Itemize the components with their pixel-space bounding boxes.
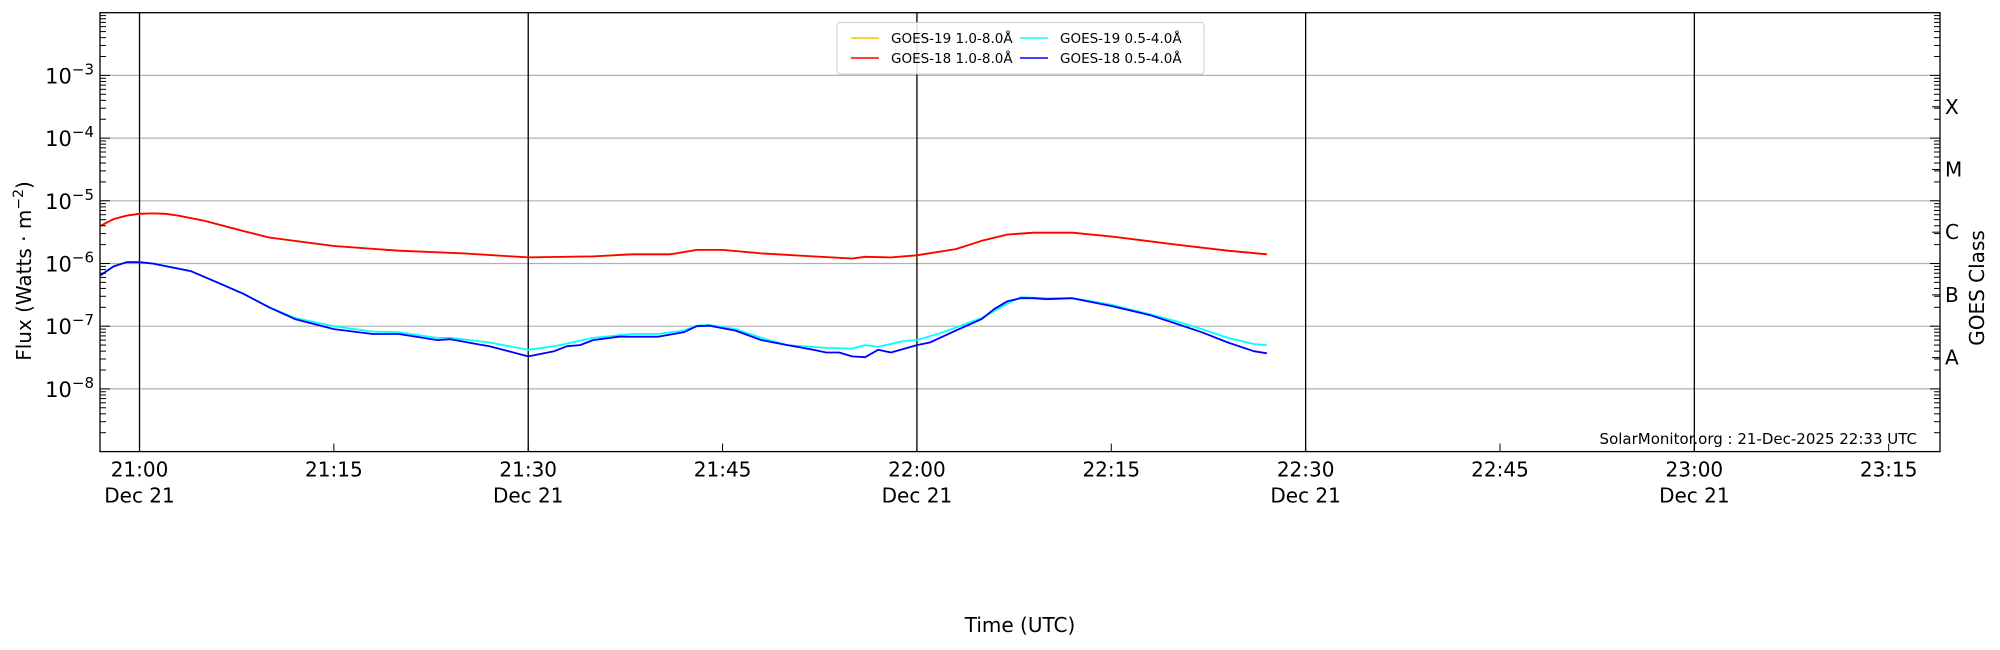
- legend-label: GOES-19 0.5-4.0Å: [1060, 30, 1182, 47]
- y-tick-label: 10−8: [45, 374, 94, 402]
- x-tick-date-label: Dec 21: [1659, 484, 1730, 508]
- x-tick-label: 23:00: [1666, 458, 1724, 482]
- y-axis-label: Flux (Watts · m−2): [11, 181, 36, 361]
- legend-label: GOES-19 1.0-8.0Å: [891, 30, 1013, 47]
- plot-frame: [99, 12, 1941, 453]
- y-tick-label: 10−7: [45, 311, 94, 339]
- x-tick-label: 21:00: [111, 458, 169, 482]
- x-tick-label: 21:15: [305, 458, 363, 482]
- y-tick-exponent: −3: [72, 60, 94, 78]
- x-tick-date-label: Dec 21: [1270, 484, 1341, 508]
- legend-label: GOES-18 0.5-4.0Å: [1060, 50, 1182, 67]
- x-tick-date-label: Dec 21: [104, 484, 175, 508]
- y-tick-base: 10: [45, 127, 72, 151]
- x-tick-label: 23:15: [1860, 458, 1918, 482]
- x-tick-label: 22:45: [1471, 458, 1529, 482]
- series-line-1: [100, 212, 1267, 260]
- grid: [100, 74, 1940, 390]
- y-tick-exponent: −4: [72, 123, 94, 141]
- x-tick-date-label: Dec 21: [493, 484, 564, 508]
- goes-class-label-m: M: [1945, 157, 1962, 181]
- x-tick-label: 21:45: [694, 458, 752, 482]
- right-y-axis-label: GOES Class: [1965, 230, 1989, 346]
- axis-ticks: [100, 15, 1940, 452]
- goes-class-labels: X M C B A: [1945, 95, 1962, 370]
- legend-label: GOES-18 1.0-8.0Å: [891, 50, 1013, 67]
- watermark: SolarMonitor.org : 21-Dec-2025 22:33 UTC: [1600, 430, 1917, 448]
- series-line-2: [100, 261, 1267, 351]
- y-tick-exponent: −7: [72, 311, 94, 329]
- day-hour-lines: [138, 12, 1695, 452]
- x-tick-label: 21:30: [499, 458, 557, 482]
- x-tick-label: 22:00: [888, 458, 946, 482]
- y-tick-label: 10−4: [45, 123, 94, 151]
- y-tick-base: 10: [45, 378, 72, 402]
- series-line-3: [100, 261, 1267, 359]
- legend-box: [836, 22, 1205, 75]
- x-tick-label: 22:30: [1277, 458, 1335, 482]
- legend: GOES-19 1.0-8.0Å GOES-18 1.0-8.0Å GOES-19 …: [836, 22, 1205, 75]
- y-tick-exponent: −6: [72, 249, 94, 267]
- y-tick-base: 10: [45, 64, 72, 88]
- goes-class-label-b: B: [1945, 283, 1959, 307]
- y-tick-exponent: −8: [72, 374, 94, 392]
- goes-class-label-x: X: [1945, 95, 1959, 119]
- y-tick-base: 10: [45, 253, 72, 277]
- goes-class-label-a: A: [1945, 346, 1959, 370]
- x-tick-date-label: Dec 21: [882, 484, 953, 508]
- y-tick-labels: 10−310−410−510−610−710−8: [45, 60, 94, 402]
- y-tick-label: 10−6: [45, 249, 94, 277]
- x-axis-label: Time (UTC): [964, 613, 1076, 637]
- y-tick-exponent: −5: [72, 186, 94, 204]
- x-tick-label: 22:15: [1082, 458, 1140, 482]
- y-tick-label: 10−3: [45, 60, 94, 88]
- y-tick-base: 10: [45, 190, 72, 214]
- y-tick-base: 10: [45, 315, 72, 339]
- goes-class-label-c: C: [1945, 220, 1959, 244]
- y-tick-label: 10−5: [45, 186, 94, 214]
- series-lines: [100, 212, 1267, 359]
